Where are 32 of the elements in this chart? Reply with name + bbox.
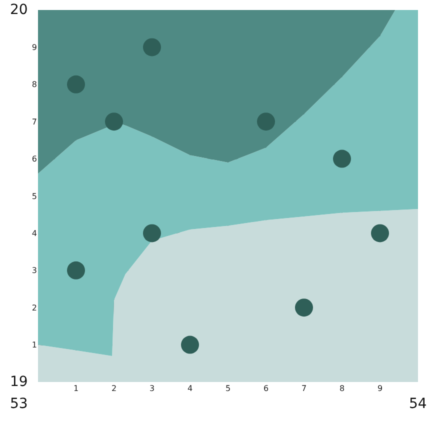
y-tick-label: 3 [32,266,37,276]
x-tick-label: 5 [225,384,231,393]
y-tick-label: 4 [32,229,37,238]
text: 19 [10,374,28,390]
y-tick-label: 6 [32,154,37,164]
x-tick-label: 9 [377,384,383,393]
point [67,261,85,280]
x-tick-label: 7 [301,384,307,393]
text: 20 [10,2,28,18]
point [295,298,313,317]
x-tick-label: 2 [111,384,117,393]
x-tick-label: 4 [187,384,193,393]
point [105,112,123,131]
point [143,38,161,56]
text: 54 [409,396,427,412]
point [143,224,161,242]
x-tick-label: 3 [149,384,155,393]
point [181,336,199,354]
text: 53 [10,396,28,412]
y-tick-label: 9 [32,43,37,52]
point [333,150,351,168]
y-tick-label: 2 [32,303,37,312]
x-tick-label: 6 [263,384,269,393]
point [67,75,85,94]
point [371,224,389,242]
y-tick-label: 5 [32,192,37,201]
point [257,112,275,131]
y-tick-label: 7 [32,117,37,126]
x-tick-label: 8 [339,384,345,393]
y-tick-label: 1 [32,340,37,350]
x-tick-label: 1 [73,384,79,393]
y-tick-label: 8 [32,80,37,90]
